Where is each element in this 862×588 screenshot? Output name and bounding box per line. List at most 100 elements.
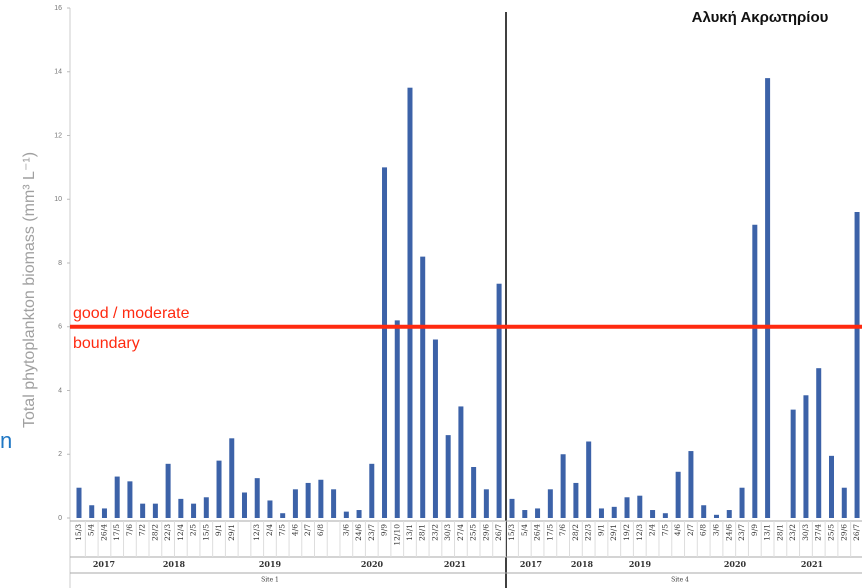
bar: [445, 435, 451, 518]
y-tick-label: 6: [58, 324, 62, 331]
x-tick-label: 12/10: [392, 524, 401, 546]
bar: [216, 460, 222, 518]
bar: [382, 167, 388, 518]
x-tick-label: 2/7: [303, 524, 312, 536]
y-tick-label: 2: [58, 451, 62, 458]
bar: [292, 489, 298, 518]
x-tick-label: 4/6: [673, 524, 682, 536]
bar: [675, 471, 681, 518]
bar: [318, 479, 324, 518]
x-tick-label: 29/1: [227, 524, 236, 541]
bar: [560, 454, 566, 518]
bar: [829, 455, 834, 518]
x-tick-label: 23/2: [430, 524, 439, 541]
bar: [165, 463, 171, 518]
x-tick-label: 5/4: [87, 524, 96, 536]
x-tick-label: 28/1: [775, 524, 784, 541]
bar: [203, 497, 209, 518]
y-tick-label: 12: [54, 132, 62, 139]
year-label: 2017: [93, 559, 115, 569]
bar: [114, 476, 120, 518]
x-tick-label: 7/2: [138, 524, 147, 536]
bar: [765, 78, 771, 518]
bar: [841, 487, 847, 518]
bar: [407, 87, 413, 518]
x-tick-label: 4/6: [290, 524, 299, 536]
x-tick-label: 17/5: [545, 524, 554, 541]
x-tick-label: 28/1: [418, 524, 427, 541]
bar: [637, 495, 643, 518]
bar: [178, 498, 184, 518]
x-tick-label: 7/6: [558, 524, 567, 536]
x-tick-label: 2/7: [686, 524, 695, 536]
x-tick-label: 13/1: [763, 524, 772, 541]
x-tick-label: 29/6: [481, 524, 490, 541]
x-tick-label: 23/7: [367, 524, 376, 541]
x-tick-label: 3/6: [341, 524, 350, 536]
bar: [598, 508, 604, 518]
year-label: 2018: [571, 559, 594, 569]
bar: [624, 497, 630, 518]
x-tick-label: 29/1: [609, 524, 618, 541]
x-tick-label: 27/4: [814, 524, 823, 541]
site-label: Site 4: [671, 577, 689, 584]
x-tick-label: 7/5: [660, 524, 669, 536]
bar: [191, 503, 197, 518]
x-tick-label: 15/5: [201, 524, 210, 541]
x-tick-label: 30/3: [443, 524, 452, 541]
x-tick-label: 19/2: [622, 524, 631, 541]
year-label: 2020: [361, 559, 384, 569]
bar: [458, 406, 464, 518]
x-tick-label: 17/5: [112, 524, 121, 541]
bar: [305, 482, 311, 518]
bar: [547, 489, 553, 518]
threshold-label: good / moderate: [73, 305, 190, 322]
bar: [127, 481, 133, 518]
x-tick-label: 12/3: [635, 524, 644, 541]
bar: [343, 511, 349, 518]
x-tick-label: 26/7: [494, 524, 503, 541]
bar: [650, 510, 656, 518]
x-tick-label: 2/5: [189, 524, 198, 536]
x-tick-label: 2/4: [648, 524, 657, 536]
bar: [140, 503, 146, 518]
x-tick-label: 26/7: [852, 524, 861, 541]
bar: [611, 506, 617, 518]
year-label: 2021: [444, 559, 466, 569]
bar: [803, 395, 809, 518]
x-tick-label: 24/6: [354, 524, 363, 541]
x-tick-label: 27/4: [456, 524, 465, 541]
bar: [701, 505, 707, 518]
bar: [254, 478, 260, 518]
x-tick-label: 6/8: [316, 524, 325, 536]
chart-title: Αλυκή Ακρωτηρίου: [692, 9, 829, 26]
x-tick-label: 29/6: [839, 524, 848, 541]
bar: [76, 487, 82, 518]
x-tick-label: 15/3: [74, 524, 83, 541]
year-label: 2019: [629, 559, 652, 569]
y-tick-label: 16: [54, 5, 62, 12]
bar: [471, 467, 477, 518]
bar: [535, 508, 541, 518]
bar: [89, 505, 95, 518]
bar: [726, 510, 732, 518]
x-tick-label: 7/6: [125, 524, 134, 536]
bar: [496, 283, 502, 518]
bar: [241, 492, 247, 518]
y-tick-label: 0: [58, 515, 62, 522]
x-tick-label: 28/2: [150, 524, 159, 541]
bar: [522, 510, 528, 518]
bar: [586, 441, 592, 518]
y-axis-title: Total phytoplankton biomass (mm³ L⁻¹): [21, 152, 38, 428]
year-label: 2020: [724, 559, 747, 569]
x-tick-label: 12/3: [252, 524, 261, 541]
bar: [394, 320, 400, 518]
x-tick-label: 2/4: [265, 524, 274, 536]
x-tick-label: 25/5: [827, 524, 836, 541]
bar: [152, 503, 158, 518]
x-tick-label: 9/1: [596, 524, 605, 536]
x-tick-label: 23/7: [737, 524, 746, 541]
side-fragment: n: [0, 428, 12, 453]
x-tick-label: 23/2: [788, 524, 797, 541]
bar: [854, 212, 860, 518]
